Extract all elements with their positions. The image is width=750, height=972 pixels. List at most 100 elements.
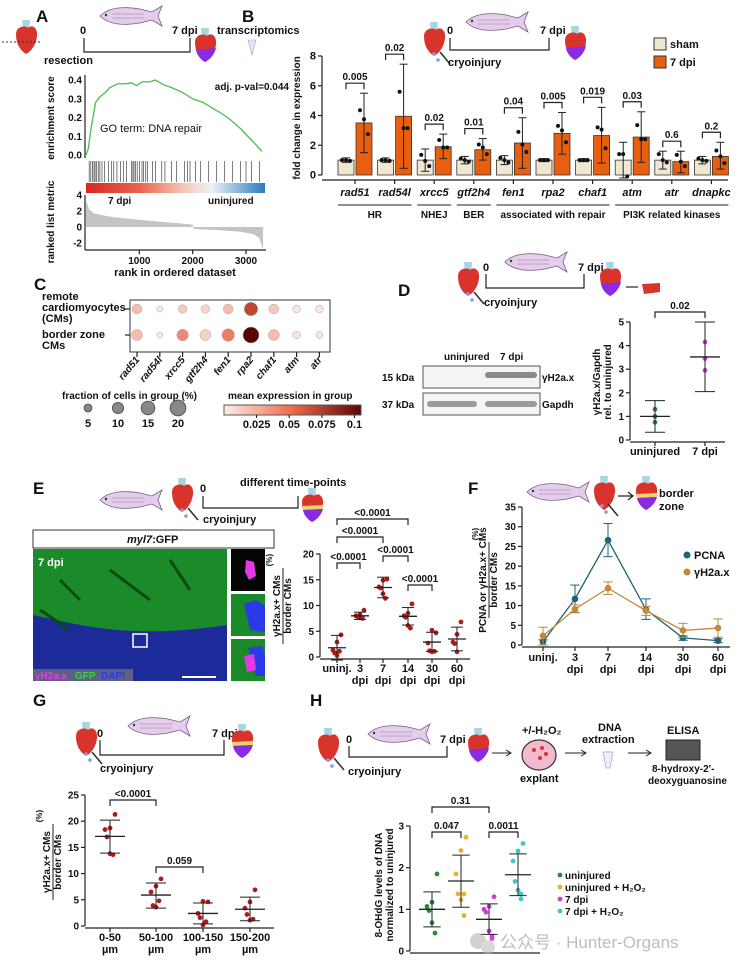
x-tick-sublabel: dpi bbox=[710, 664, 727, 676]
timeline bbox=[202, 496, 299, 509]
y-tick-label: 4 bbox=[310, 110, 317, 122]
p-value-label: 0.31 bbox=[451, 796, 471, 807]
y-axis-unit: (%) bbox=[265, 553, 274, 566]
dot-chaf1 bbox=[268, 329, 280, 341]
blot-h2ax bbox=[422, 365, 541, 389]
elisa-label: ELISA bbox=[667, 725, 699, 737]
watermark-text: 公众号 · Hunter-Organs bbox=[500, 933, 679, 952]
y-axis-label-line: rel. to uninjured bbox=[603, 344, 614, 420]
gene-label: dnapkc bbox=[692, 187, 731, 199]
data-point bbox=[704, 158, 709, 163]
x-tick-sublabel: dpi bbox=[600, 664, 617, 676]
data-point bbox=[403, 614, 408, 620]
data-point bbox=[483, 909, 489, 915]
dot-gtf2h4 bbox=[200, 304, 210, 314]
dot-atr bbox=[315, 331, 324, 339]
x-tick-label: 7 bbox=[380, 663, 386, 675]
nucleus-dapi bbox=[244, 600, 265, 632]
blot-lane-uninjured: uninjured bbox=[444, 352, 490, 363]
y-tick-label: 6 bbox=[310, 80, 316, 92]
significance-bracket bbox=[503, 107, 523, 114]
distance-scatter: 05101520250-50µm50-100µm100-150µm150-200… bbox=[35, 789, 274, 956]
y-tick-label: 25 bbox=[505, 542, 517, 553]
cryoinjury-label: cryoinjury bbox=[348, 766, 402, 778]
data-point-pcna bbox=[604, 536, 612, 544]
y-tick-label: 2 bbox=[618, 388, 624, 399]
data-point bbox=[542, 158, 546, 163]
data-point bbox=[405, 126, 410, 131]
x-tick-label: 14 bbox=[640, 652, 653, 664]
watermark: 公众号 · Hunter-Organs bbox=[470, 933, 679, 954]
x-tick-sublabel: µm bbox=[242, 944, 258, 956]
data-point bbox=[484, 152, 489, 157]
y-axis-label-line: PCNA or γH2a.x+ CMs bbox=[478, 527, 489, 633]
panel-label-g: G bbox=[33, 691, 46, 710]
dot-atr bbox=[315, 304, 324, 314]
data-point bbox=[520, 142, 525, 147]
zebrafish-icon bbox=[526, 481, 590, 503]
color-tick-label: 0.025 bbox=[243, 419, 271, 431]
data-point bbox=[360, 615, 365, 621]
ohdg-scatter: 0 1 2 3 0.047 0.0011 0.31 8-OHdG levels of DNA n… bbox=[374, 796, 646, 958]
resection-label: resection bbox=[44, 55, 93, 67]
data-point bbox=[379, 158, 384, 163]
data-point-h2ax bbox=[571, 605, 579, 613]
legend-marker bbox=[557, 896, 563, 902]
data-point bbox=[445, 145, 450, 150]
data-point bbox=[621, 152, 626, 157]
data-point bbox=[664, 160, 669, 165]
y-axis-label: fold change in expression bbox=[292, 56, 303, 179]
significance-bracket bbox=[336, 536, 384, 543]
gene-label: xrcc5 bbox=[419, 187, 450, 199]
metric-tick-label: 2 bbox=[76, 207, 82, 218]
schematic-b: 0 7 dpi cryoinjury bbox=[424, 11, 587, 69]
gene-label: gtf2h4 bbox=[456, 187, 490, 199]
y-tick-label: 25 bbox=[68, 791, 80, 802]
channel-dapi: DAPI bbox=[101, 671, 125, 682]
data-point-h2ax bbox=[539, 632, 547, 640]
dot-rpa2 bbox=[243, 301, 259, 317]
data-point bbox=[424, 904, 430, 909]
legend-label: sham bbox=[670, 39, 699, 51]
group-label: HR bbox=[368, 210, 383, 221]
phenotype-right: uninjured bbox=[208, 196, 254, 207]
data-point bbox=[518, 896, 524, 902]
legend-marker bbox=[683, 551, 691, 559]
schematic-h: 0 7 dpi cryoinjury +/-H₂O₂ explant DNA e… bbox=[318, 722, 727, 787]
x-tick-sublabel: µm bbox=[148, 944, 164, 956]
cryoinjury-label: cryoinjury bbox=[100, 763, 154, 775]
border-label: border bbox=[659, 488, 695, 500]
timeline bbox=[83, 38, 191, 53]
injured-heart-icon bbox=[468, 728, 490, 762]
panel-label-b: B bbox=[242, 7, 254, 26]
significance-bracket bbox=[109, 799, 157, 806]
data-point-pcna bbox=[714, 637, 722, 644]
metric-tick-label: 0 bbox=[76, 223, 82, 234]
data-point bbox=[102, 827, 108, 832]
p-value-label: 0.019 bbox=[580, 86, 605, 97]
border-zone-heart-icon bbox=[636, 476, 658, 510]
row-label: (CMs) bbox=[42, 313, 73, 325]
data-point bbox=[625, 174, 630, 179]
x-tick-label: 0-50 bbox=[99, 932, 121, 944]
dot-xrcc5 bbox=[176, 328, 189, 342]
y-tick-label: 5 bbox=[308, 627, 314, 638]
marker-37kda: 37 kDa bbox=[382, 400, 415, 411]
es-tick-label: 0.0 bbox=[68, 151, 82, 162]
y-tick-label: 5 bbox=[73, 895, 79, 906]
data-point bbox=[516, 129, 521, 134]
p-value-label: <0.0001 bbox=[402, 574, 439, 585]
row-label: border zone bbox=[42, 329, 105, 341]
y-tick-label: 15 bbox=[68, 843, 80, 854]
legend-label: 7 dpi bbox=[565, 895, 589, 906]
data-point bbox=[441, 145, 446, 150]
y-axis-label: PCNA or γH2a.x+ CMs border CMs (%) bbox=[471, 527, 500, 633]
color-tick-label: 0.075 bbox=[308, 419, 336, 431]
data-point bbox=[635, 123, 640, 128]
channel-gfp: GFP bbox=[75, 671, 96, 682]
x-tick-sublabel: dpi bbox=[424, 675, 441, 687]
data-point bbox=[674, 152, 679, 157]
group-label: NHEJ bbox=[421, 210, 448, 221]
data-point bbox=[577, 158, 582, 163]
y-tick-label: 3 bbox=[618, 365, 624, 376]
